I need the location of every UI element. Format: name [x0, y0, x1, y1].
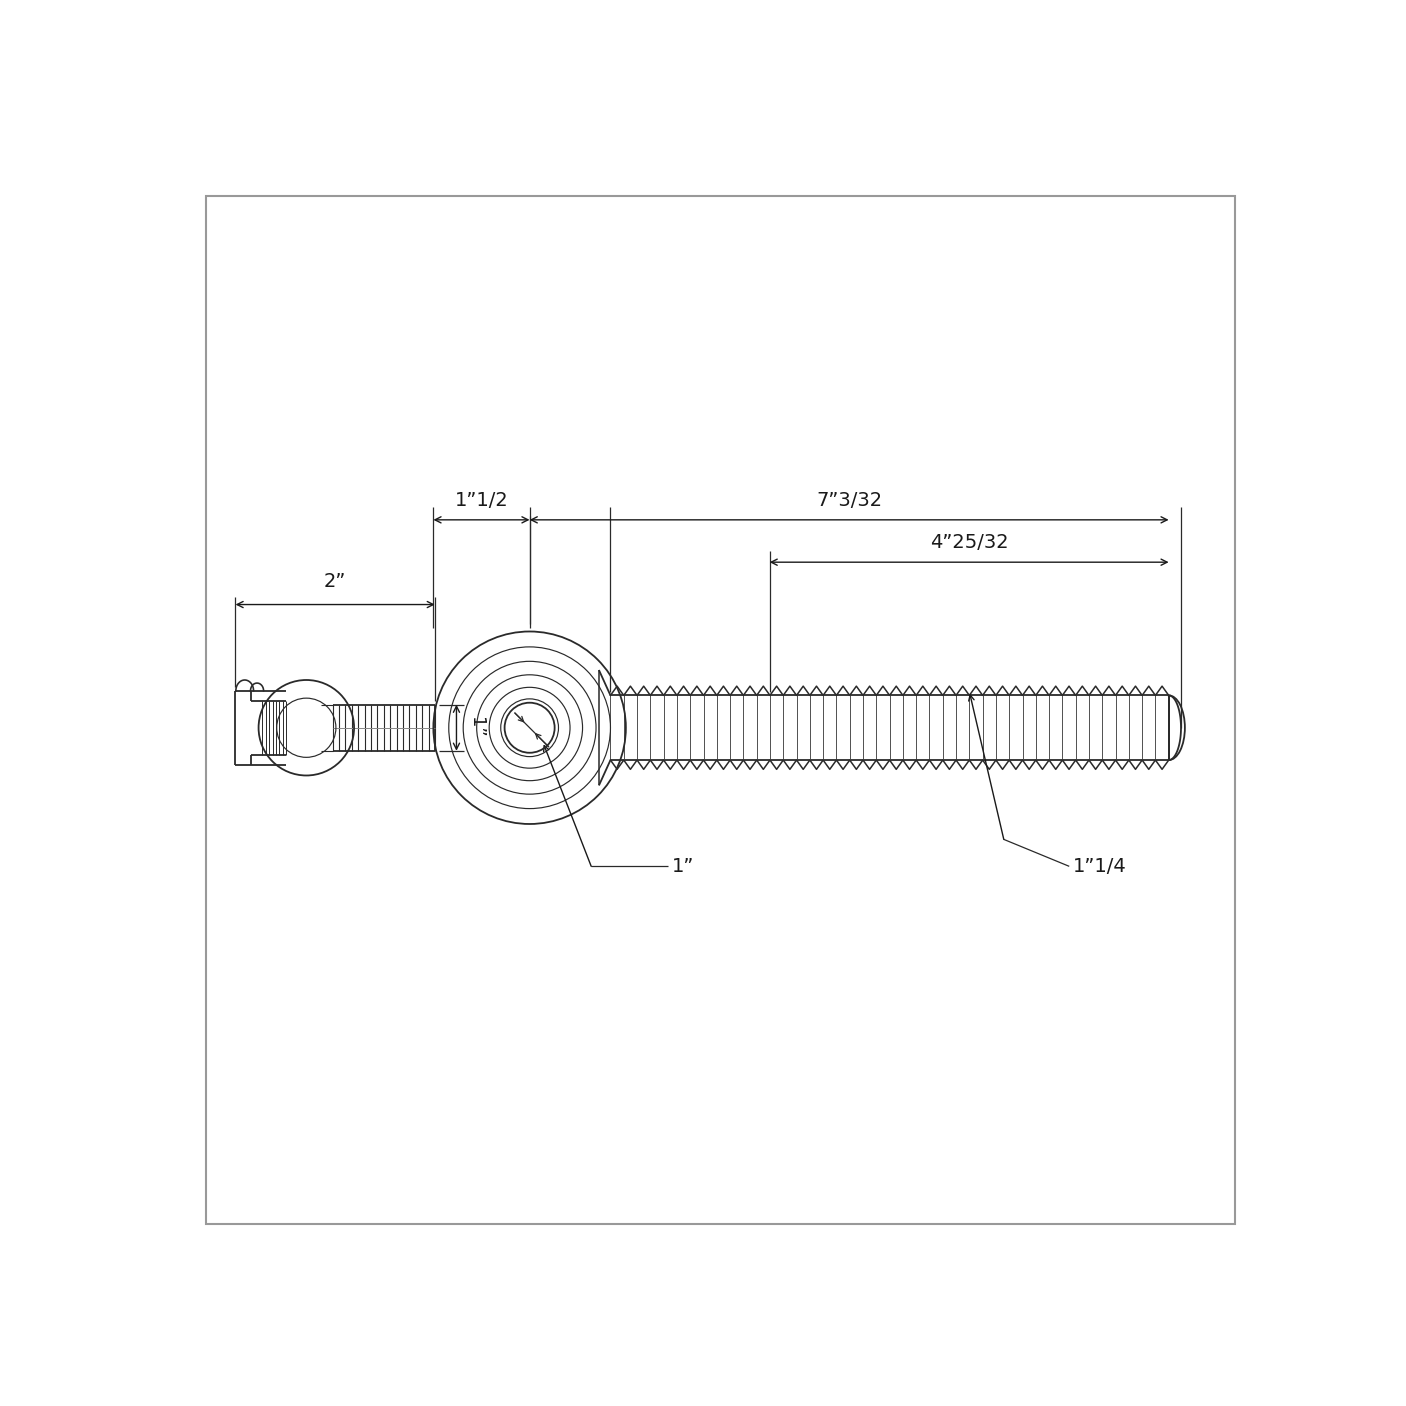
Text: 2”: 2” — [323, 572, 346, 591]
Text: 4”25/32: 4”25/32 — [929, 533, 1008, 553]
Text: 1”1/2: 1”1/2 — [454, 491, 509, 510]
Text: 1”: 1” — [672, 856, 695, 876]
Text: 7”3/32: 7”3/32 — [815, 491, 882, 510]
Text: 1”1/4: 1”1/4 — [1073, 856, 1126, 876]
Text: 1”: 1” — [467, 717, 485, 738]
